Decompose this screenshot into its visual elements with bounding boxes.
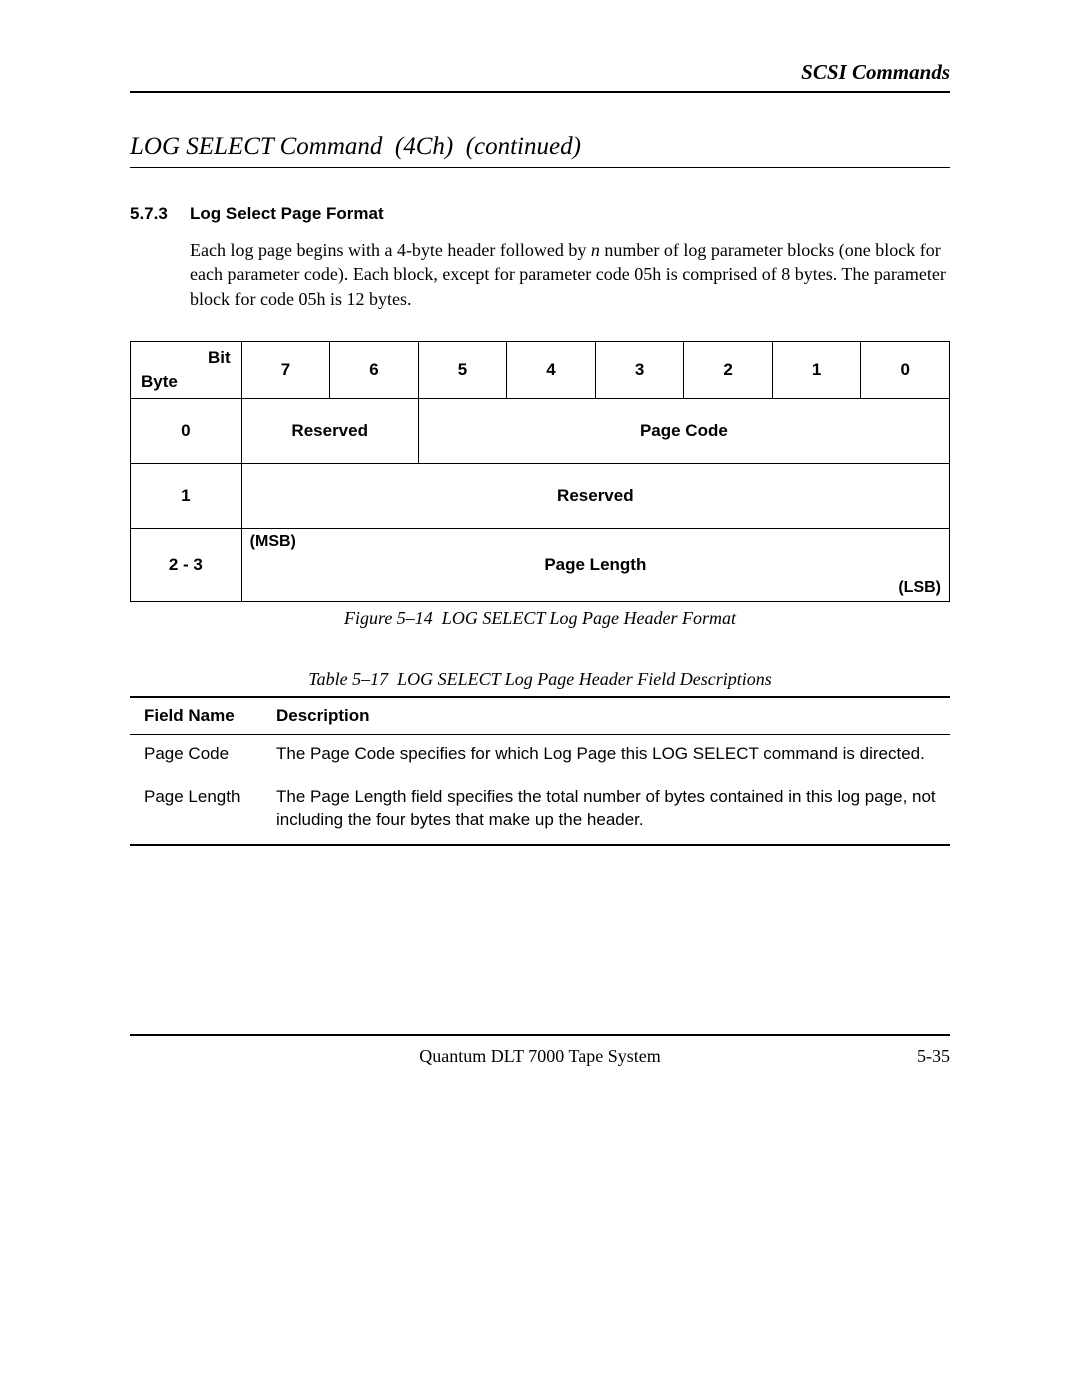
- cell-reserved: Reserved: [241, 398, 418, 463]
- figure-caption: Figure 5–14 LOG SELECT Log Page Header F…: [130, 608, 950, 629]
- bit-col: 5: [418, 341, 507, 398]
- subsection-title: Log Select Page Format: [190, 204, 384, 224]
- table-row: 1 Reserved: [131, 463, 950, 528]
- byte-label: 0: [131, 398, 242, 463]
- bit-byte-table: Bit 7 6 5 4 3 2 1 0 Byte 0 Reserved Page…: [130, 341, 950, 602]
- bit-col: 1: [772, 341, 861, 398]
- field-desc: The Page Code specifies for which Log Pa…: [270, 734, 950, 777]
- chapter-title: SCSI Commands: [801, 60, 950, 84]
- byte-label: 1: [131, 463, 242, 528]
- msb-label: (MSB): [250, 533, 296, 551]
- corner-bit: Bit: [131, 341, 242, 370]
- table-row: Bit 7 6 5 4 3 2 1 0: [131, 341, 950, 370]
- footer-page-number: 5-35: [870, 1046, 950, 1067]
- cell-text: Page Length: [544, 555, 646, 574]
- bit-col: 0: [861, 341, 950, 398]
- field-desc: The Page Length field specifies the tota…: [270, 778, 950, 845]
- body-var: n: [591, 240, 600, 260]
- field-name: Page Length: [130, 778, 270, 845]
- subsection-body: Each log page begins with a 4-byte heade…: [190, 238, 950, 311]
- cell-reserved: Reserved: [241, 463, 949, 528]
- bit-col: 4: [507, 341, 596, 398]
- table-row: 2 - 3 (MSB) Page Length (LSB): [131, 528, 950, 601]
- bit-col: 3: [595, 341, 684, 398]
- footer-center: Quantum DLT 7000 Tape System: [210, 1046, 870, 1067]
- table-row: Page Length The Page Length field specif…: [130, 778, 950, 845]
- page-header: SCSI Commands: [130, 60, 950, 93]
- body-pre: Each log page begins with a 4-byte heade…: [190, 240, 591, 260]
- table-row: Page Code The Page Code specifies for wh…: [130, 734, 950, 777]
- subsection-heading: 5.7.3 Log Select Page Format: [130, 204, 950, 224]
- section-title: LOG SELECT Command (4Ch) (continued): [130, 133, 950, 168]
- byte-label: 2 - 3: [131, 528, 242, 601]
- lsb-label: (LSB): [898, 579, 941, 597]
- table-row: 0 Reserved Page Code: [131, 398, 950, 463]
- cell-page-length: (MSB) Page Length (LSB): [241, 528, 949, 601]
- bit-col: 2: [684, 341, 773, 398]
- bit-col: 7: [241, 341, 330, 398]
- col-field-name: Field Name: [130, 697, 270, 735]
- subsection-number: 5.7.3: [130, 204, 190, 224]
- col-description: Description: [270, 697, 950, 735]
- description-table: Field Name Description Page Code The Pag…: [130, 696, 950, 846]
- bit-col: 6: [330, 341, 419, 398]
- corner-byte: Byte: [131, 370, 242, 399]
- page-footer: Quantum DLT 7000 Tape System 5-35: [130, 1034, 950, 1067]
- footer-spacer: [130, 1046, 210, 1067]
- table-caption: Table 5–17 LOG SELECT Log Page Header Fi…: [130, 669, 950, 690]
- field-name: Page Code: [130, 734, 270, 777]
- table-row: Field Name Description: [130, 697, 950, 735]
- cell-page-code: Page Code: [418, 398, 949, 463]
